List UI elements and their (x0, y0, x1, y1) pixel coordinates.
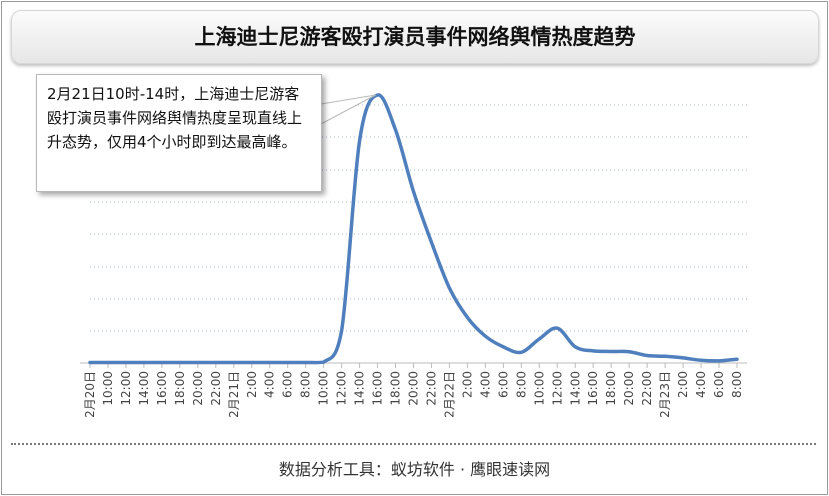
data-point (142, 361, 145, 364)
x-tick-label: 14:00 (568, 371, 582, 406)
data-point (700, 359, 703, 362)
data-point (124, 361, 127, 364)
data-point (718, 359, 721, 362)
x-tick-label: 2:00 (676, 371, 690, 398)
data-point (448, 287, 451, 290)
data-point (196, 361, 199, 364)
data-point (268, 361, 271, 364)
data-point (466, 316, 469, 319)
x-tick-label: 2月23日 (658, 371, 672, 418)
data-point (376, 94, 379, 97)
data-point (250, 361, 253, 364)
data-point (646, 354, 649, 357)
x-tick-label: 8:00 (299, 371, 313, 398)
x-tick-label: 10:00 (101, 371, 115, 406)
data-point (178, 361, 181, 364)
annotation-callout: 2月21日10时-14时，上海迪士尼游客殴打演员事件网络舆情热度呈现直线上升态势… (36, 74, 322, 192)
data-point (89, 361, 92, 364)
x-tick-label: 4:00 (263, 371, 277, 398)
data-point (107, 361, 110, 364)
x-tick-label: 8:00 (514, 371, 528, 398)
data-point (340, 329, 343, 332)
x-tick-label: 18:00 (604, 371, 618, 406)
series-line (88, 93, 739, 365)
data-point (232, 361, 235, 364)
x-tick-label: 16:00 (371, 371, 385, 406)
x-tick-label: 20:00 (191, 371, 205, 406)
data-point (736, 358, 739, 361)
x-tick-label: 2月21日 (227, 371, 241, 418)
data-point (592, 349, 595, 352)
x-tick-label: 12:00 (119, 371, 133, 406)
data-point (628, 350, 631, 353)
x-tick-label: 10:00 (532, 371, 546, 406)
x-tick-label: 20:00 (407, 371, 421, 406)
x-tick-label: 2:00 (460, 371, 474, 398)
data-point (430, 241, 433, 244)
x-tick-label: 6:00 (712, 371, 726, 398)
data-point (502, 345, 505, 348)
x-tick-label: 2月20日 (83, 371, 97, 418)
footer-divider (11, 443, 816, 445)
data-point (304, 361, 307, 364)
x-tick-label: 4:00 (694, 371, 708, 398)
x-tick-label: 10:00 (317, 371, 331, 406)
x-tick-label: 22:00 (424, 371, 438, 406)
data-point (322, 361, 325, 364)
title-bar: 上海迪士尼游客殴打演员事件网络舆情热度趋势 (11, 10, 819, 64)
x-tick-label: 14:00 (353, 371, 367, 406)
data-point (682, 356, 685, 359)
x-tick-label: 22:00 (209, 371, 223, 406)
chart-title: 上海迪士尼游客殴打演员事件网络舆情热度趋势 (194, 25, 636, 49)
data-point (358, 139, 361, 142)
line-chart: 2月20日 10:00 12:00 14:00 16:00 18:00 20:00 22:00… (80, 93, 747, 418)
x-tick-label: 16:00 (155, 371, 169, 406)
x-tick-label: 6:00 (281, 371, 295, 398)
data-point (664, 355, 667, 358)
x-tick-label: 4:00 (478, 371, 492, 398)
x-tick-label: 18:00 (173, 371, 187, 406)
x-tick-label: 22:00 (640, 371, 654, 406)
data-point (160, 361, 163, 364)
footer-credit: 数据分析工具：蚁坊软件 · 鹰眼速读网 (278, 460, 551, 479)
data-point (556, 327, 559, 330)
x-tick-label: 6:00 (496, 371, 510, 398)
data-point (412, 190, 415, 193)
x-tick-label: 12:00 (550, 371, 564, 406)
data-point (574, 345, 577, 348)
data-point (520, 351, 523, 354)
x-tick-label: 18:00 (389, 371, 403, 406)
x-tick-label: 2月22日 (442, 371, 456, 418)
data-point (484, 335, 487, 338)
x-tick-label: 2:00 (245, 371, 259, 398)
x-tick-label: 16:00 (586, 371, 600, 406)
data-point (286, 361, 289, 364)
x-tick-label: 12:00 (335, 371, 349, 406)
x-tick-label: 14:00 (137, 371, 151, 406)
data-point (610, 350, 613, 353)
x-tick-label: 20:00 (622, 371, 636, 406)
data-point (538, 337, 541, 340)
x-tick-label: 8:00 (730, 371, 744, 398)
data-point (394, 128, 397, 131)
data-point (214, 361, 217, 364)
